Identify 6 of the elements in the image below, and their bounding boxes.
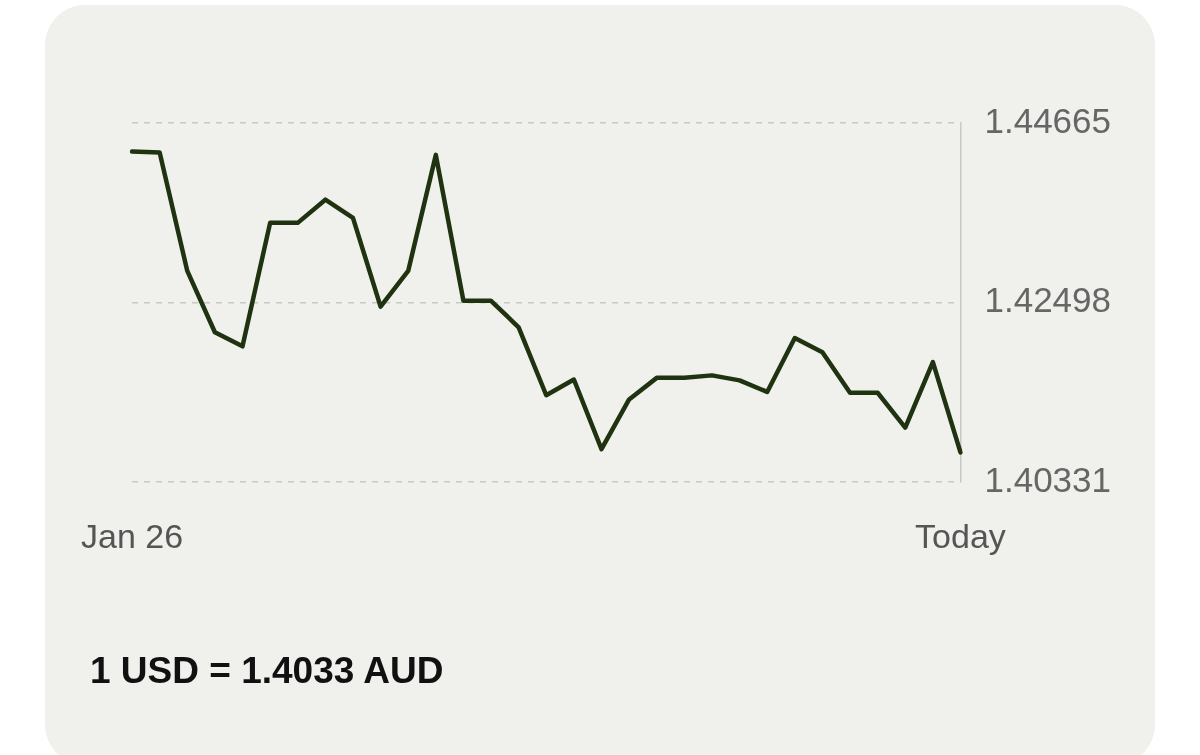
y-tick-label: 1.44665 bbox=[984, 100, 1112, 140]
x-tick-label: Today bbox=[915, 516, 1006, 555]
text: 1 USD = 1.4033 AUD bbox=[90, 650, 444, 692]
x-tick-label: Jan 26 bbox=[80, 516, 184, 555]
y-tick-label: 1.42498 bbox=[984, 280, 1112, 320]
y-tick-label: 1.40331 bbox=[984, 459, 1112, 499]
